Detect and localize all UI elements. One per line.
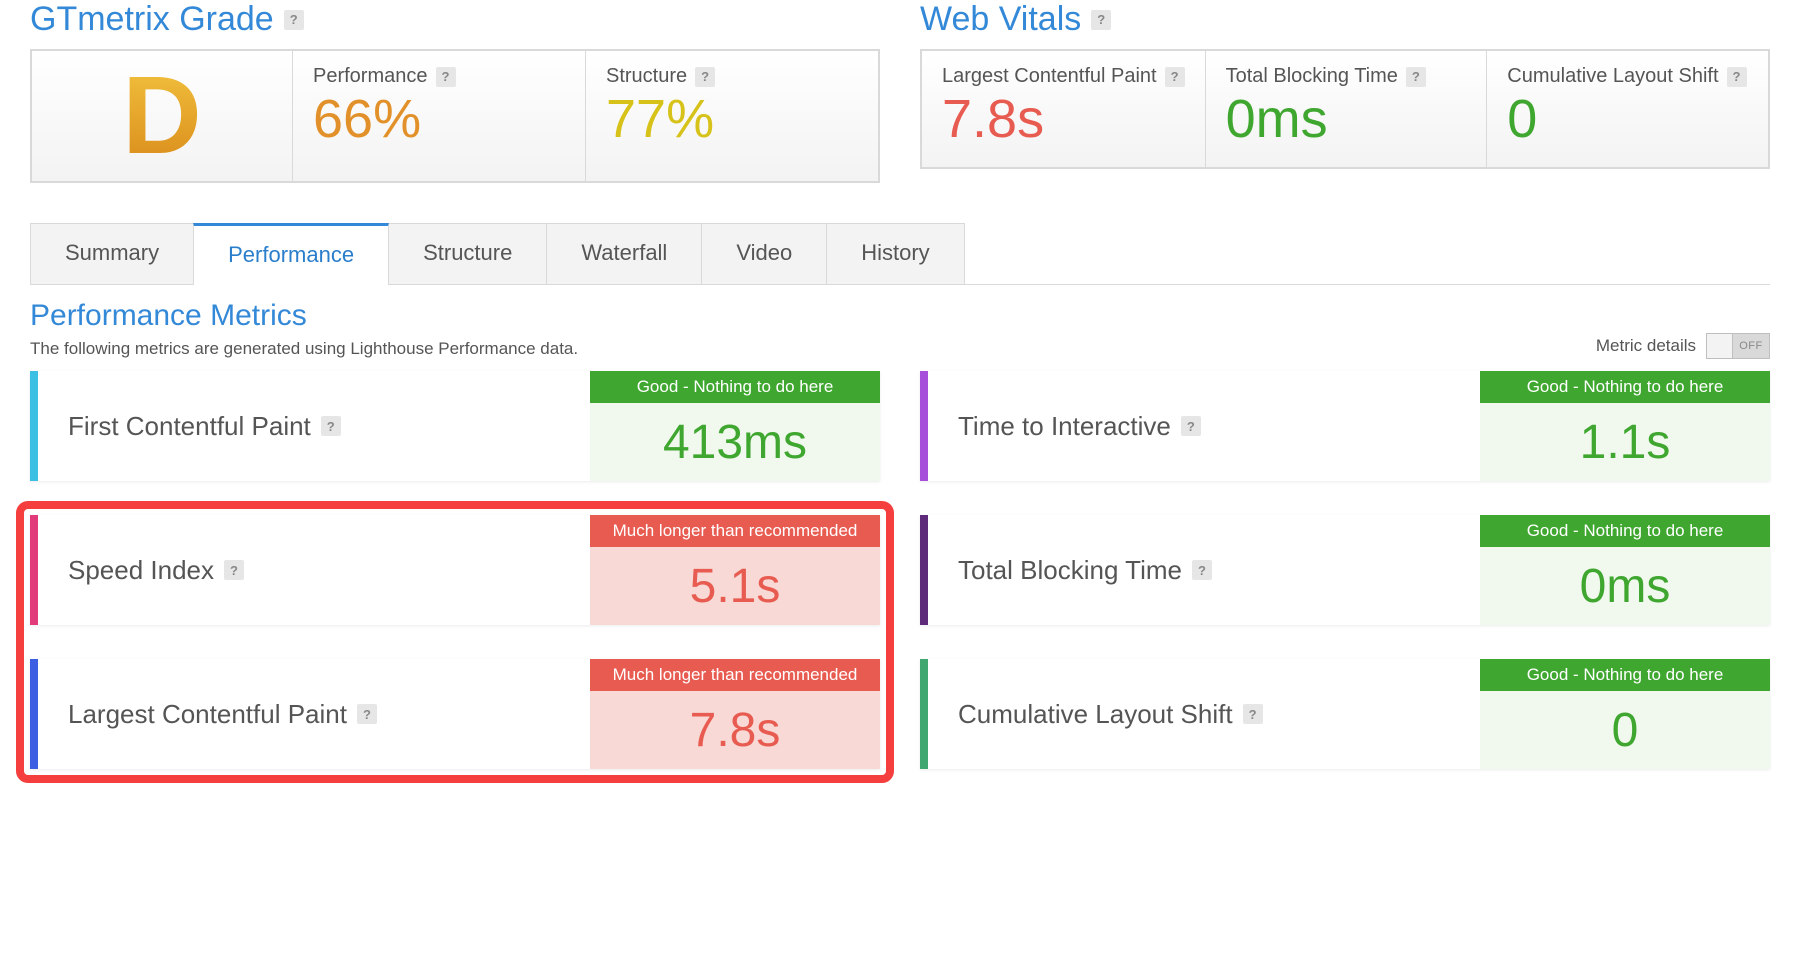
metric-name: Speed Index: [68, 555, 214, 586]
help-icon[interactable]: ?: [321, 416, 341, 436]
metric-value: 413ms: [590, 403, 880, 481]
tab-history[interactable]: History: [826, 223, 964, 284]
help-icon[interactable]: ?: [224, 560, 244, 580]
vitals-section-title: Web Vitals: [920, 0, 1081, 39]
help-icon[interactable]: ?: [357, 704, 377, 724]
vitals-tbt-value: 0ms: [1226, 90, 1467, 149]
metric-body: Time to Interactive?: [928, 371, 1480, 481]
tab-waterfall[interactable]: Waterfall: [546, 223, 702, 284]
metric-body: Speed Index?: [38, 515, 590, 625]
metric-value-box: Good - Nothing to do here1.1s: [1480, 371, 1770, 481]
vitals-lcp-label: Largest Contentful Paint: [942, 65, 1157, 88]
metric-card: Time to Interactive?Good - Nothing to do…: [920, 371, 1770, 481]
help-icon[interactable]: ?: [1165, 67, 1185, 87]
metric-card: Cumulative Layout Shift?Good - Nothing t…: [920, 659, 1770, 769]
tab-performance[interactable]: Performance: [193, 223, 389, 284]
metric-body: Cumulative Layout Shift?: [928, 659, 1480, 769]
metric-status-label: Good - Nothing to do here: [1480, 515, 1770, 547]
metric-accent-bar: [920, 659, 928, 769]
grade-structure-cell: Structure ? 77%: [585, 51, 878, 181]
metric-value-box: Much longer than recommended5.1s: [590, 515, 880, 625]
vitals-cls-value: 0: [1507, 90, 1748, 149]
grade-structure-label: Structure: [606, 65, 687, 88]
metric-accent-bar: [30, 659, 38, 769]
grade-letter-cell: D: [32, 51, 292, 181]
metric-body: First Contentful Paint?: [38, 371, 590, 481]
grade-letter: D: [122, 61, 201, 171]
help-icon[interactable]: ?: [1727, 67, 1747, 87]
tab-video[interactable]: Video: [701, 223, 827, 284]
metric-status-label: Good - Nothing to do here: [590, 371, 880, 403]
performance-metrics-desc: The following metrics are generated usin…: [30, 339, 578, 359]
vitals-tbt-cell: Total Blocking Time ? 0ms: [1205, 51, 1487, 167]
help-icon[interactable]: ?: [695, 67, 715, 87]
metric-accent-bar: [920, 371, 928, 481]
tab-summary[interactable]: Summary: [30, 223, 194, 284]
grade-performance-value: 66%: [313, 90, 565, 149]
grade-panel: D Performance ? 66% Structure ? 77%: [30, 49, 880, 183]
metric-value-box: Good - Nothing to do here0ms: [1480, 515, 1770, 625]
performance-metrics-title: Performance Metrics: [30, 299, 578, 333]
help-icon[interactable]: ?: [1192, 560, 1212, 580]
metrics-grid: First Contentful Paint?Good - Nothing to…: [30, 371, 1770, 769]
metric-value-box: Much longer than recommended7.8s: [590, 659, 880, 769]
metric-value: 1.1s: [1480, 403, 1770, 481]
metric-value-box: Good - Nothing to do here0: [1480, 659, 1770, 769]
help-icon[interactable]: ?: [1243, 704, 1263, 724]
metric-status-label: Much longer than recommended: [590, 515, 880, 547]
grade-performance-label: Performance: [313, 65, 428, 88]
metric-name: Largest Contentful Paint: [68, 699, 347, 730]
grade-structure-value: 77%: [606, 90, 858, 149]
help-icon[interactable]: ?: [1091, 10, 1111, 30]
metric-card: First Contentful Paint?Good - Nothing to…: [30, 371, 880, 481]
grade-performance-cell: Performance ? 66%: [292, 51, 585, 181]
metric-card: Speed Index?Much longer than recommended…: [30, 515, 880, 625]
metric-accent-bar: [30, 371, 38, 481]
metric-card: Largest Contentful Paint?Much longer tha…: [30, 659, 880, 769]
metric-value: 5.1s: [590, 547, 880, 625]
help-icon[interactable]: ?: [284, 10, 304, 30]
metric-status-label: Much longer than recommended: [590, 659, 880, 691]
metric-status-label: Good - Nothing to do here: [1480, 371, 1770, 403]
help-icon[interactable]: ?: [1406, 67, 1426, 87]
metric-status-label: Good - Nothing to do here: [1480, 659, 1770, 691]
metric-value-box: Good - Nothing to do here413ms: [590, 371, 880, 481]
metric-body: Largest Contentful Paint?: [38, 659, 590, 769]
metric-name: First Contentful Paint: [68, 411, 311, 442]
toggle-knob: [1707, 334, 1733, 358]
grade-section-title: GTmetrix Grade: [30, 0, 274, 39]
vitals-tbt-label: Total Blocking Time: [1226, 65, 1398, 88]
tabs-bar: SummaryPerformanceStructureWaterfallVide…: [30, 223, 1770, 285]
vitals-cls-label: Cumulative Layout Shift: [1507, 65, 1718, 88]
metric-body: Total Blocking Time?: [928, 515, 1480, 625]
vitals-cls-cell: Cumulative Layout Shift ? 0: [1486, 51, 1768, 167]
toggle-state-text: OFF: [1733, 340, 1769, 352]
metric-details-toggle[interactable]: OFF: [1706, 333, 1770, 359]
vitals-panel: Largest Contentful Paint ? 7.8s Total Bl…: [920, 49, 1770, 169]
metric-value: 0ms: [1480, 547, 1770, 625]
metric-card: Total Blocking Time?Good - Nothing to do…: [920, 515, 1770, 625]
metric-name: Time to Interactive: [958, 411, 1171, 442]
metric-value: 0: [1480, 691, 1770, 769]
metric-value: 7.8s: [590, 691, 880, 769]
metric-accent-bar: [30, 515, 38, 625]
web-vitals-section: Web Vitals ? Largest Contentful Paint ? …: [920, 0, 1770, 183]
metric-accent-bar: [920, 515, 928, 625]
gtmetrix-grade-section: GTmetrix Grade ? D Performance ? 66% Str…: [30, 0, 880, 183]
metric-name: Cumulative Layout Shift: [958, 699, 1233, 730]
metric-details-label: Metric details: [1596, 336, 1696, 356]
tab-structure[interactable]: Structure: [388, 223, 547, 284]
help-icon[interactable]: ?: [1181, 416, 1201, 436]
vitals-lcp-cell: Largest Contentful Paint ? 7.8s: [922, 51, 1205, 167]
metric-name: Total Blocking Time: [958, 555, 1182, 586]
help-icon[interactable]: ?: [436, 67, 456, 87]
vitals-lcp-value: 7.8s: [942, 90, 1185, 149]
